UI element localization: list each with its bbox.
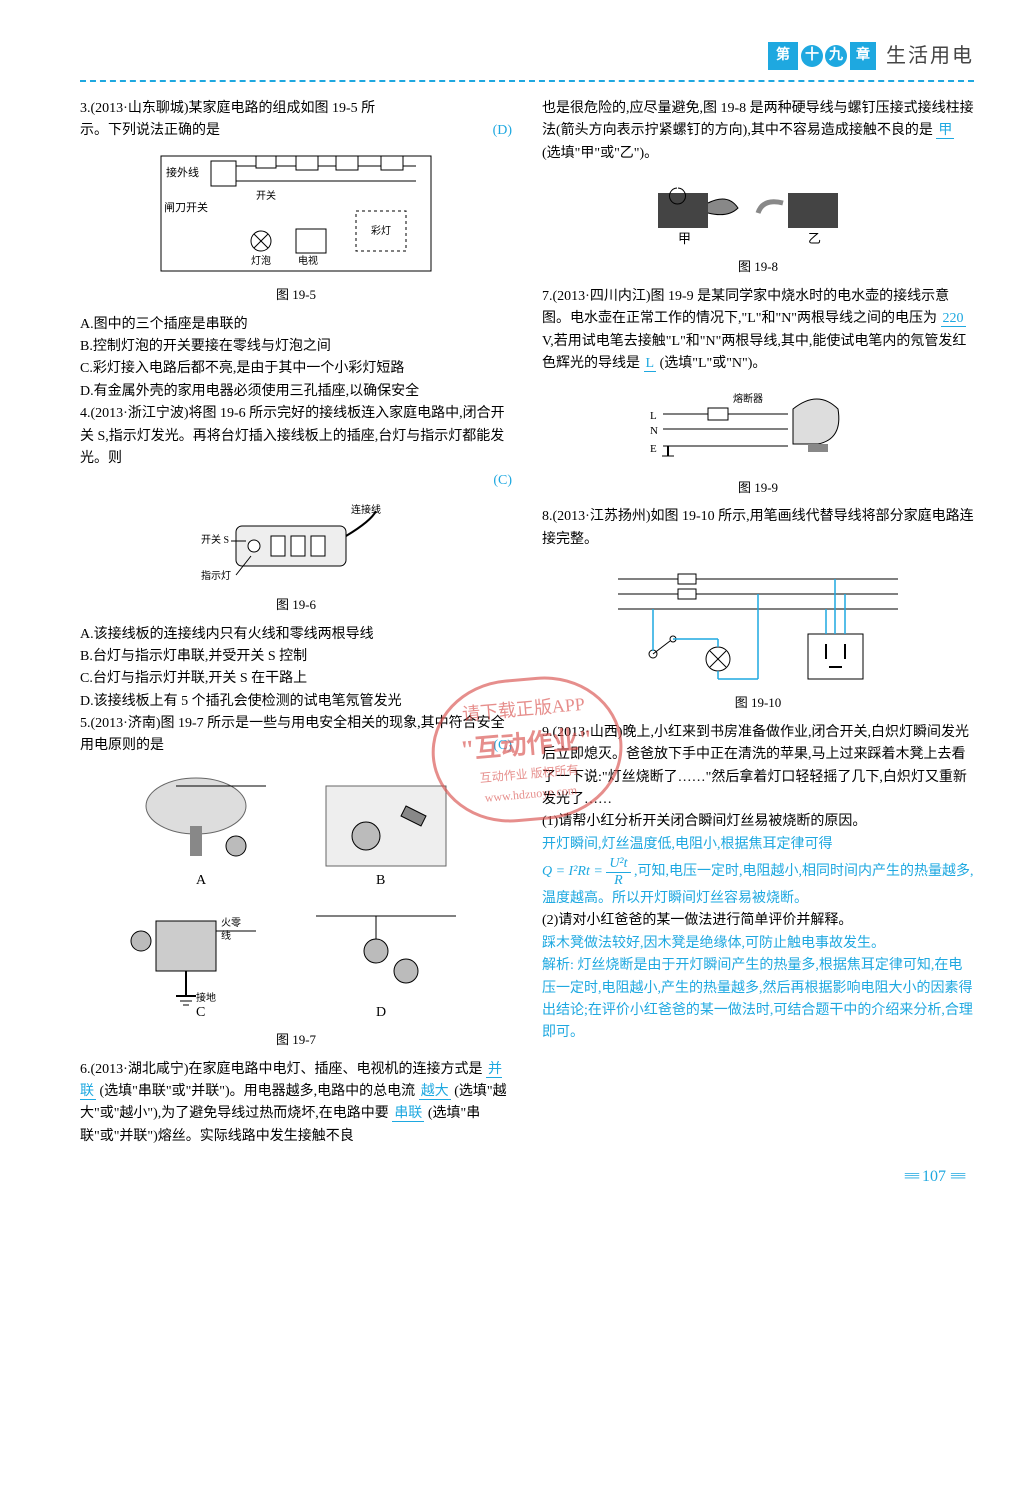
figure-19-6-caption: 图 19-6 xyxy=(80,595,512,616)
svg-text:熔断器: 熔断器 xyxy=(733,392,763,405)
chapter-digit-2: 九 xyxy=(825,45,847,67)
header-divider xyxy=(80,80,974,82)
svg-text:闸刀开关: 闸刀开关 xyxy=(164,200,208,214)
q4-answer: (C) xyxy=(80,470,512,492)
svg-text:开关 S: 开关 S xyxy=(201,533,229,546)
svg-text:线: 线 xyxy=(221,929,231,942)
q5-stem: 5.(2013·济南)图 19-7 所示是一些与用电安全相关的现象,其中符合安全… xyxy=(80,713,512,758)
content-columns: 请下载正版APP "互动作业" 互动作业 版权所有 www.hdzuoye.co… xyxy=(80,98,974,1148)
q9-answer-2: 踩木凳做法较好,因木凳是绝缘体,可防止触电事故发生。 xyxy=(542,933,974,955)
figure-19-9-caption: 图 19-9 xyxy=(542,478,974,499)
page-header: 第 十 九 章 生活用电 xyxy=(80,40,974,72)
q5-answer: (C) xyxy=(493,735,512,757)
q7-answer-1: 220 xyxy=(941,311,966,327)
chapter-badge: 第 十 九 章 xyxy=(768,42,876,70)
svg-text:接地: 接地 xyxy=(196,991,216,1004)
svg-text:灯泡: 灯泡 xyxy=(251,254,271,267)
q8-stem: 8.(2013·江苏扬州)如图 19-10 所示,用笔画线代替导线将部分家庭电路… xyxy=(542,506,974,551)
page-number: ≡≡ 107 ≡≡ xyxy=(80,1164,974,1190)
q9-analysis: 解析: 灯丝烧断是由于开灯瞬间产生的热量多,根据焦耳定律可知,在电压一定时,电阻… xyxy=(542,955,974,1045)
chapter-prefix: 第 xyxy=(768,42,798,70)
figure-19-10: 图 19-10 xyxy=(542,559,974,714)
figure-19-7: A B 火零 线 接地 xyxy=(80,766,512,1051)
figure-19-8: 甲 乙 图 19-8 xyxy=(542,173,974,278)
figure-19-9: L N E 熔断器 图 19-9 xyxy=(542,384,974,499)
figure-19-10-caption: 图 19-10 xyxy=(542,693,974,714)
left-column: 3.(2013·山东聊城)某家庭电路的组成如图 19-5 所 示。下列说法正确的… xyxy=(80,98,512,1148)
figure-19-5-caption: 图 19-5 xyxy=(80,285,512,306)
svg-text:N: N xyxy=(650,425,658,437)
svg-text:甲: 甲 xyxy=(678,231,691,246)
q3-stem-1: 3.(2013·山东聊城)某家庭电路的组成如图 19-5 所 xyxy=(80,98,512,120)
chapter-suffix: 章 xyxy=(850,42,876,70)
q3-stem-2: 示。下列说法正确的是 (D) xyxy=(80,120,512,142)
chapter-digit-1: 十 xyxy=(801,45,823,67)
right-column: 也是很危险的,应尽量避免,图 19-8 是两种硬导线与螺钉压接式接线柱接法(箭头… xyxy=(542,98,974,1148)
figure-19-7-caption: 图 19-7 xyxy=(80,1030,512,1051)
svg-text:指示灯: 指示灯 xyxy=(201,569,231,582)
q3-option-d: D.有金属外壳的家用电器必须使用三孔插座,以确保安全 xyxy=(80,381,512,403)
svg-text:A: A xyxy=(196,873,207,888)
figure-19-6: 连接线 开关 S 指示灯 图 19-6 xyxy=(80,501,512,616)
figure-19-8-caption: 图 19-8 xyxy=(542,257,974,278)
q9-sub2: (2)请对小红爸爸的某一做法进行简单评价并解释。 xyxy=(542,910,974,932)
svg-text:电视: 电视 xyxy=(298,254,318,267)
q6-continuation: 也是很危险的,应尽量避免,图 19-8 是两种硬导线与螺钉压接式接线柱接法(箭头… xyxy=(542,98,974,165)
q4-option-d: D.该接线板上有 5 个插孔会使检测的试电笔氖管发光 xyxy=(80,691,512,713)
figure-19-5: 接外线 开关 闸刀开关 灯泡 电视 彩灯 图 19-5 xyxy=(80,151,512,306)
q7-answer-2: L xyxy=(644,356,657,372)
q3-option-b: B.控制灯泡的开关要接在零线与灯泡之间 xyxy=(80,336,512,358)
svg-text:连接线: 连接线 xyxy=(351,503,381,516)
q9-sub1: (1)请帮小红分析开关闭合瞬间灯丝易被烧断的原因。 xyxy=(542,811,974,833)
q4-option-b: B.台灯与指示灯串联,并受开关 S 控制 xyxy=(80,646,512,668)
svg-text:D: D xyxy=(376,1005,386,1020)
section-title: 生活用电 xyxy=(886,40,974,72)
q9-formula: Q = I²Rt = U²t R ,可知,电压一定时,电阻越小,相同时间内产生的… xyxy=(542,856,974,910)
q7-stem: 7.(2013·四川内江)图 19-9 是某同学家中烧水时的电水壶的接线示意图。… xyxy=(542,286,974,376)
q9-stem: 9.(2013·山西)晚上,小红来到书房准备做作业,闭合开关,白炽灯瞬间发光后立… xyxy=(542,722,974,812)
q3-option-a: A.图中的三个插座是串联的 xyxy=(80,314,512,336)
svg-text:C: C xyxy=(196,1005,205,1020)
svg-text:接外线: 接外线 xyxy=(166,165,199,179)
q6-answer-3: 串联 xyxy=(392,1106,424,1122)
q3-option-c: C.彩灯接入电路后都不亮,是由于其中一个小彩灯短路 xyxy=(80,358,512,380)
svg-text:乙: 乙 xyxy=(808,231,821,246)
svg-text:E: E xyxy=(650,443,657,455)
svg-text:开关: 开关 xyxy=(256,189,276,202)
q6-answer-4: 甲 xyxy=(936,123,954,139)
q6-answer-2: 越大 xyxy=(419,1084,451,1100)
q4-option-c: C.台灯与指示灯并联,开关 S 在干路上 xyxy=(80,668,512,690)
svg-text:L: L xyxy=(650,410,657,422)
q9-answer-1-line-1: 开灯瞬间,灯丝温度低,电阻小,根据焦耳定律可得 xyxy=(542,834,974,856)
svg-text:火零: 火零 xyxy=(221,917,241,929)
svg-text:彩灯: 彩灯 xyxy=(371,225,391,237)
q4-stem: 4.(2013·浙江宁波)将图 19-6 所示完好的接线板连入家庭电路中,闭合开… xyxy=(80,403,512,470)
svg-text:B: B xyxy=(376,873,385,888)
q3-answer: (D) xyxy=(493,120,512,142)
q6-stem: 6.(2013·湖北咸宁)在家庭电路中电灯、插座、电视机的连接方式是 并联 (选… xyxy=(80,1059,512,1149)
q4-option-a: A.该接线板的连接线内只有火线和零线两根导线 xyxy=(80,624,512,646)
